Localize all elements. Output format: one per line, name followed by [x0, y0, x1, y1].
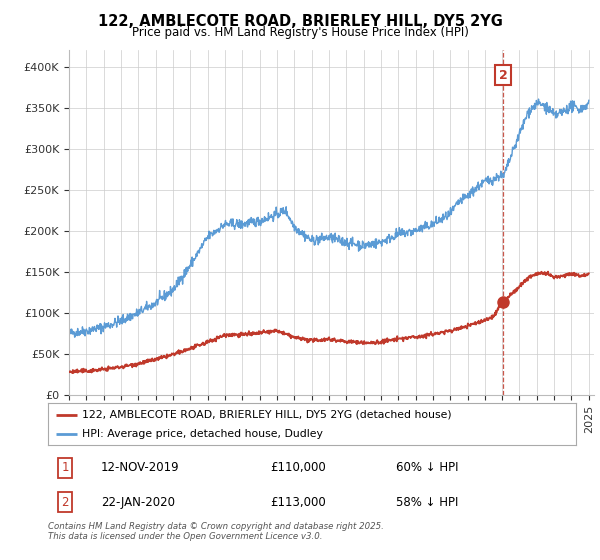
Text: Price paid vs. HM Land Registry's House Price Index (HPI): Price paid vs. HM Land Registry's House …	[131, 26, 469, 39]
Text: 22-JAN-2020: 22-JAN-2020	[101, 496, 175, 508]
Text: 1: 1	[61, 461, 69, 474]
Text: 58% ↓ HPI: 58% ↓ HPI	[397, 496, 459, 508]
Text: 12-NOV-2019: 12-NOV-2019	[101, 461, 179, 474]
Text: 122, AMBLECOTE ROAD, BRIERLEY HILL, DY5 2YG (detached house): 122, AMBLECOTE ROAD, BRIERLEY HILL, DY5 …	[82, 410, 452, 420]
Text: £113,000: £113,000	[270, 496, 326, 508]
Text: 122, AMBLECOTE ROAD, BRIERLEY HILL, DY5 2YG: 122, AMBLECOTE ROAD, BRIERLEY HILL, DY5 …	[98, 14, 502, 29]
Text: Contains HM Land Registry data © Crown copyright and database right 2025.
This d: Contains HM Land Registry data © Crown c…	[48, 522, 384, 542]
Text: 2: 2	[499, 68, 508, 82]
Text: HPI: Average price, detached house, Dudley: HPI: Average price, detached house, Dudl…	[82, 430, 323, 439]
Text: 60% ↓ HPI: 60% ↓ HPI	[397, 461, 459, 474]
Text: 2: 2	[61, 496, 69, 508]
Text: £110,000: £110,000	[270, 461, 326, 474]
